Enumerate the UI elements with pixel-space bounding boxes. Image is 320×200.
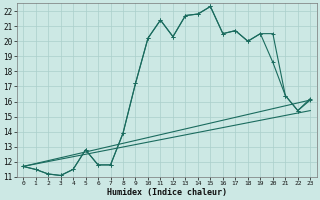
X-axis label: Humidex (Indice chaleur): Humidex (Indice chaleur) [107, 188, 227, 197]
